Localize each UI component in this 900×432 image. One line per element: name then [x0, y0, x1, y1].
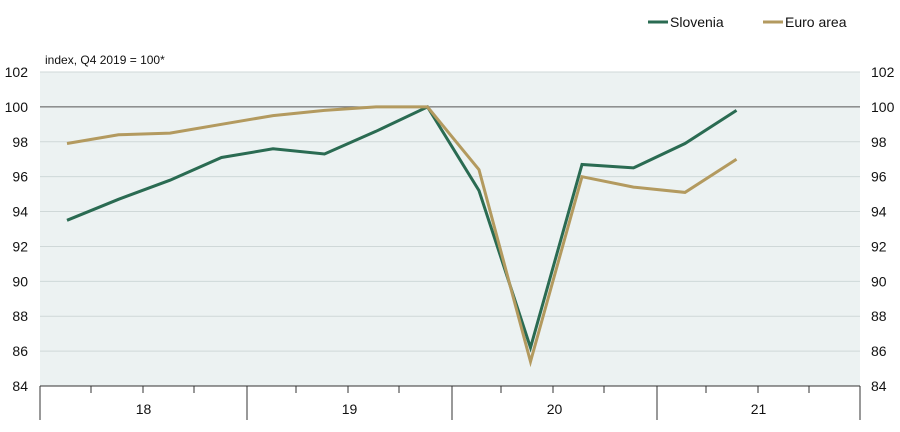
y-tick-label-left: 102 [5, 64, 29, 80]
y-axis-right: 84 86 88 90 92 94 96 98 100 102 [871, 64, 895, 394]
legend-label-slovenia: Slovenia [670, 14, 724, 30]
unit-label: index, Q4 2019 = 100* [45, 53, 165, 67]
y-tick-label-left: 100 [5, 99, 29, 115]
y-tick-label-right: 86 [871, 343, 887, 359]
y-tick-label-right: 92 [871, 238, 887, 254]
y-tick-label-right: 102 [871, 64, 895, 80]
y-tick-label-left: 92 [12, 238, 28, 254]
y-tick-label-right: 98 [871, 134, 887, 150]
series-lines [66, 104, 738, 368]
y-tick-label-left: 94 [12, 204, 28, 220]
x-year-label: 18 [136, 401, 152, 417]
y-tick-label-left: 96 [12, 169, 28, 185]
y-tick-label-right: 84 [871, 378, 887, 394]
legend-label-euro-area: Euro area [785, 14, 847, 30]
y-tick-label-right: 100 [871, 99, 895, 115]
x-year-label: 19 [342, 401, 358, 417]
series-line-slovenia [66, 104, 738, 353]
y-tick-label-right: 96 [871, 169, 887, 185]
y-tick-label-left: 84 [12, 378, 28, 394]
y-tick-label-right: 94 [871, 204, 887, 220]
series-line-euro-area [66, 105, 738, 368]
x-year-label: 21 [751, 401, 767, 417]
y-axis-left: 84 86 88 90 92 94 96 98 100 102 [5, 64, 29, 394]
x-year-label: 20 [547, 401, 563, 417]
y-tick-label-left: 90 [12, 273, 28, 289]
legend: Slovenia Euro area [648, 14, 847, 30]
plot-area [40, 72, 860, 386]
y-tick-label-left: 98 [12, 134, 28, 150]
y-tick-label-right: 90 [871, 273, 887, 289]
y-tick-label-right: 88 [871, 308, 887, 324]
y-tick-label-left: 88 [12, 308, 28, 324]
y-tick-label-left: 86 [12, 343, 28, 359]
x-axis: 18 19 20 21 [39, 385, 861, 420]
